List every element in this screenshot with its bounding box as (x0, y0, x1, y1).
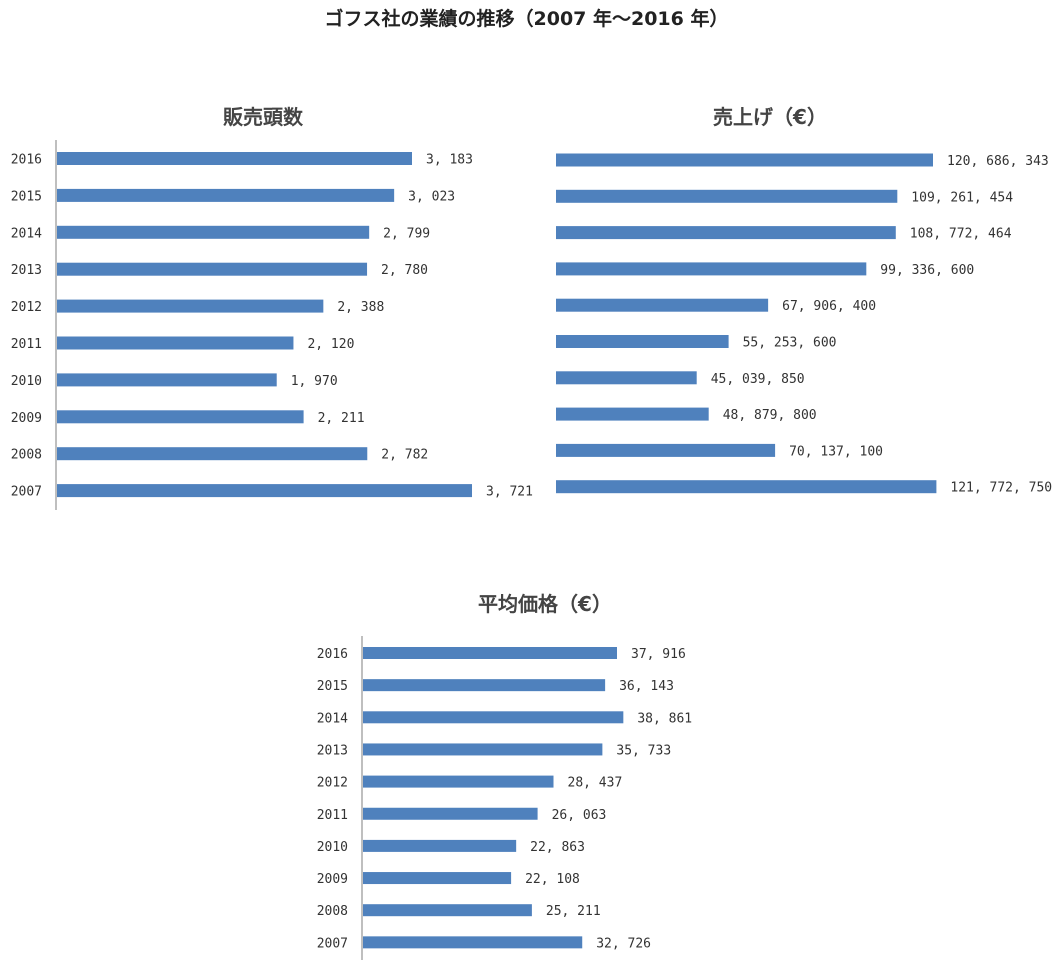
bar (556, 480, 937, 494)
category-label: 2013 (11, 263, 42, 278)
data-label: 3, 183 (426, 153, 473, 168)
data-label: 36, 143 (619, 679, 674, 694)
category-label: 2015 (11, 189, 42, 204)
bar (363, 807, 538, 820)
category-label: 2008 (317, 904, 348, 919)
bar (57, 373, 277, 387)
bar (57, 336, 294, 350)
bar (57, 410, 304, 424)
data-label: 108, 772, 464 (910, 227, 1012, 242)
data-label: 45, 039, 850 (711, 372, 805, 387)
data-label: 109, 261, 454 (911, 190, 1013, 205)
bar (363, 936, 583, 949)
bar (363, 775, 554, 788)
category-label: 2013 (317, 743, 348, 758)
data-label: 25, 211 (546, 904, 601, 919)
category-label: 2007 (11, 485, 42, 500)
bar (57, 447, 368, 461)
bar (363, 711, 624, 724)
bar (556, 189, 898, 203)
bar (556, 262, 867, 276)
bar (57, 262, 368, 276)
chart-title: 販売頭数 (223, 105, 304, 129)
data-label: 28, 437 (568, 776, 623, 791)
bar (363, 743, 603, 756)
category-label: 2007 (317, 936, 348, 951)
category-label: 2015 (317, 679, 348, 694)
bar (57, 484, 473, 498)
bar (57, 188, 395, 202)
category-label: 2009 (317, 872, 348, 887)
category-label: 2009 (11, 411, 42, 426)
bar (556, 298, 769, 312)
data-label: 120, 686, 343 (947, 154, 1049, 169)
category-label: 2012 (317, 776, 348, 791)
bar (363, 872, 512, 885)
category-label: 2014 (317, 711, 348, 726)
data-label: 22, 108 (525, 872, 580, 887)
data-label: 38, 861 (637, 711, 692, 726)
data-label: 26, 063 (552, 808, 607, 823)
data-label: 2, 799 (383, 226, 430, 241)
bar (556, 371, 697, 385)
bar (556, 407, 709, 421)
data-label: 2, 120 (307, 337, 354, 352)
category-label: 2010 (11, 374, 42, 389)
category-label: 2012 (11, 300, 42, 315)
data-label: 48, 879, 800 (723, 408, 817, 423)
bar (556, 153, 933, 167)
bar (363, 839, 517, 852)
bar (363, 679, 606, 692)
bar (556, 443, 776, 457)
bar (57, 152, 412, 165)
data-label: 55, 253, 600 (743, 336, 837, 351)
data-label: 32, 726 (596, 936, 651, 951)
data-label: 37, 916 (631, 647, 686, 662)
category-label: 2014 (11, 226, 42, 241)
data-label: 1, 970 (291, 374, 338, 389)
data-label: 2, 782 (381, 448, 428, 463)
data-label: 35, 733 (616, 743, 671, 758)
chart-title: 売上げ（€） (713, 105, 827, 129)
data-label: 2, 211 (318, 411, 365, 426)
category-label: 2016 (11, 153, 42, 168)
category-label: 2011 (317, 808, 348, 823)
data-label: 22, 863 (530, 840, 585, 855)
data-label: 99, 336, 600 (880, 263, 974, 278)
bar (57, 299, 324, 313)
category-label: 2010 (317, 840, 348, 855)
category-label: 2008 (11, 448, 42, 463)
data-label: 67, 906, 400 (782, 299, 876, 314)
data-label: 121, 772, 750 (950, 481, 1052, 496)
bar (556, 226, 896, 240)
bar (363, 904, 532, 917)
data-label: 2, 388 (337, 300, 384, 315)
bar (363, 647, 617, 659)
data-label: 2, 780 (381, 263, 428, 278)
category-label: 2016 (317, 647, 348, 662)
bar (57, 225, 370, 239)
bar (556, 335, 729, 348)
data-label: 3, 721 (486, 485, 533, 500)
chart-title: 平均価格（€） (478, 592, 612, 616)
category-label: 2011 (11, 337, 42, 352)
data-label: 3, 023 (408, 189, 455, 204)
page-title: ゴフス社の業績の推移（2007 年〜2016 年） (324, 8, 729, 30)
data-label: 70, 137, 100 (789, 444, 883, 459)
